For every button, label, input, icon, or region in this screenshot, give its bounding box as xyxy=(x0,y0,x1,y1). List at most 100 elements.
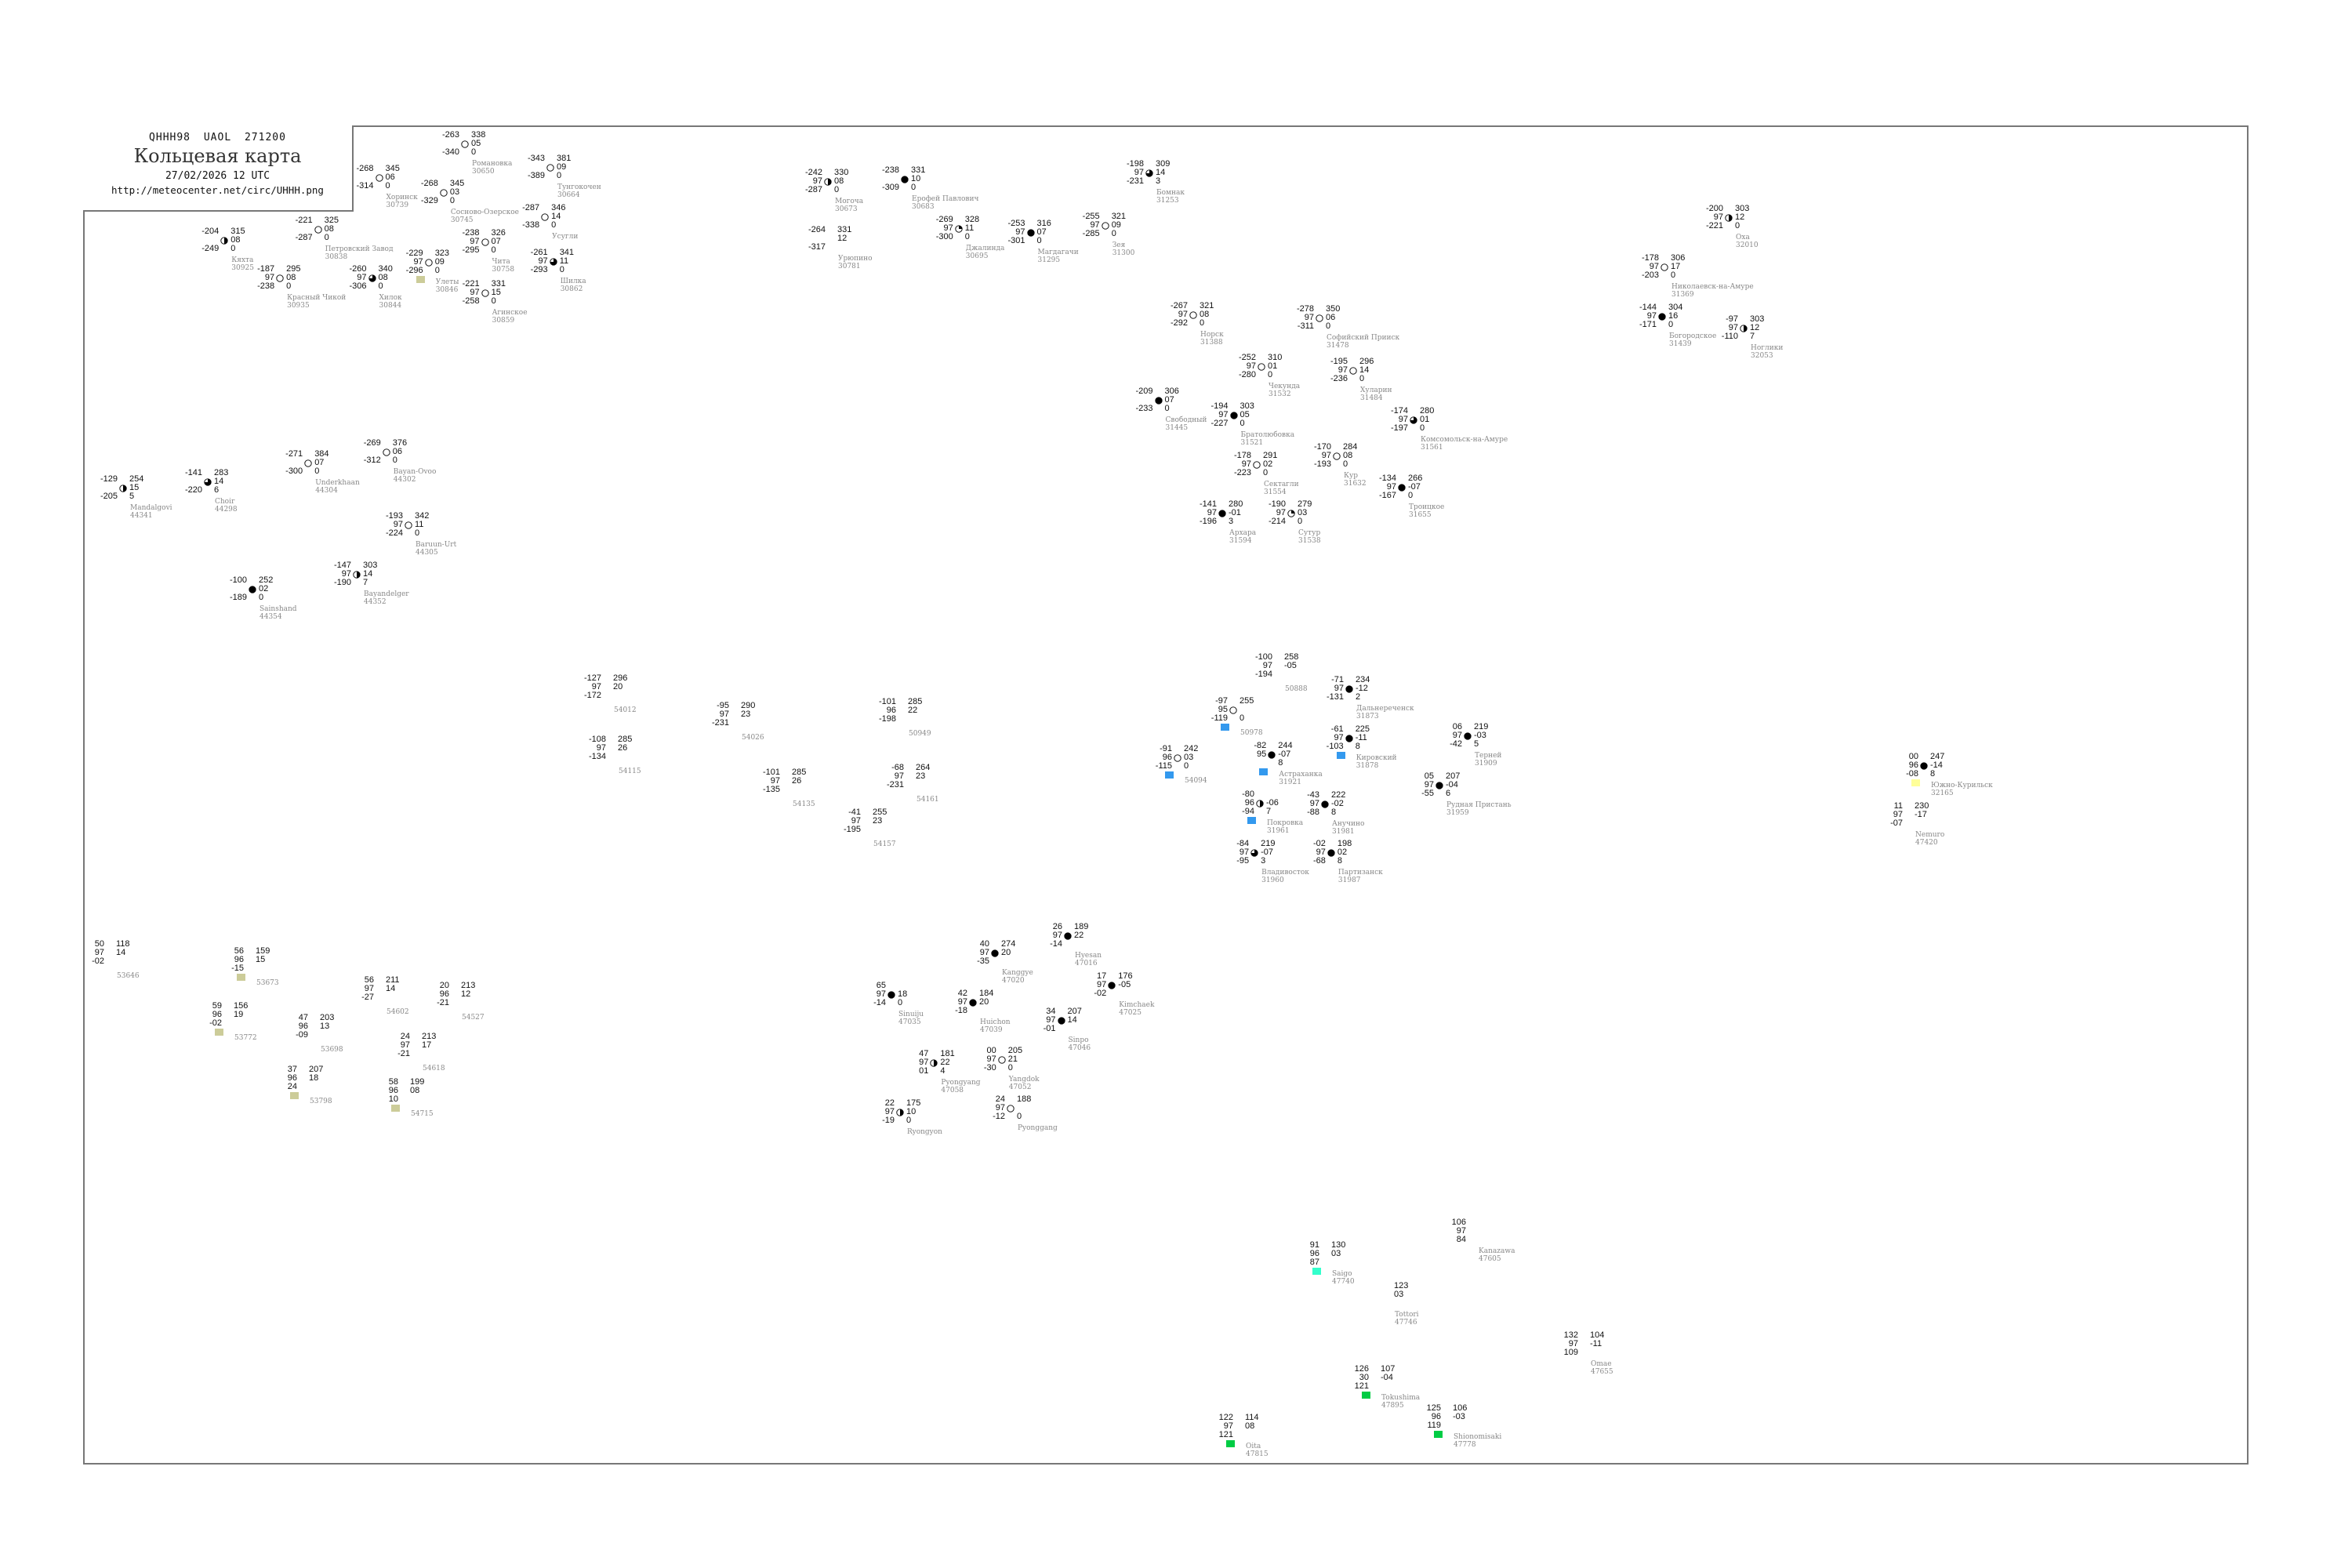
station-value: 09 xyxy=(434,257,445,267)
station-right-values: 225 -11 8 xyxy=(1356,725,1370,751)
station-value: -110 xyxy=(1721,332,1738,341)
station-value: -221 xyxy=(462,279,480,289)
station-label: Усугли xyxy=(552,233,578,241)
station-value: -88 xyxy=(1307,807,1319,817)
station-value: -18 xyxy=(955,1005,967,1015)
station-left-values: 50 97 -02 xyxy=(92,940,104,966)
station-value: 17 xyxy=(1671,261,1681,271)
station-value: 279 xyxy=(1298,499,1312,510)
station-value: 06 xyxy=(1452,721,1462,731)
station-left-values: -343 -389 xyxy=(528,154,545,180)
station-value: 97 xyxy=(1713,212,1723,223)
station-value: 109 xyxy=(1563,1348,1578,1357)
station-value: 24 xyxy=(995,1094,1005,1104)
station-name: Могоча xyxy=(835,198,864,205)
station-value: 08 xyxy=(324,223,334,234)
station-value: -101 xyxy=(762,768,780,777)
station-value: 14 xyxy=(1359,365,1370,375)
station-value xyxy=(116,957,130,966)
station-value: 97 xyxy=(1649,261,1659,271)
station-left-values: 58 96 10 xyxy=(389,1078,398,1104)
station-value: 285 xyxy=(792,768,807,777)
station-index: 47746 xyxy=(1395,1319,1417,1327)
station-right-values: 304 16 0 xyxy=(1668,303,1682,329)
station-value: -07 xyxy=(1890,818,1903,828)
station-left-values: -97 95 -119 xyxy=(1211,697,1228,723)
station-right-values: 188 0 xyxy=(1017,1095,1031,1121)
station-value: -04 xyxy=(1446,779,1458,789)
station-value: -127 xyxy=(583,673,601,683)
station-value: 02 xyxy=(1263,459,1273,469)
station-value: -103 xyxy=(1326,742,1344,751)
station-left-values: -187 97 -238 xyxy=(257,265,274,291)
station-left-values: -82 95 xyxy=(1254,741,1266,768)
station-label: Choir 44298 xyxy=(215,498,238,514)
station-name: Урюпино xyxy=(838,255,873,263)
station-index: 30925 xyxy=(231,264,254,272)
station-value: -108 xyxy=(588,735,606,744)
station-value: -07 xyxy=(1278,749,1291,759)
station-left-values: -174 97 -197 xyxy=(1391,407,1408,433)
station-right-values: 296 20 xyxy=(613,674,627,700)
station-right-values: 213 12 xyxy=(461,982,475,1007)
station-value: -71 xyxy=(1331,675,1344,684)
station-label: Петровский Завод 30838 xyxy=(325,245,394,261)
station-left-values: 65 97 -14 xyxy=(873,982,886,1007)
station-value: 316 xyxy=(1036,219,1051,228)
station-name: Mandalgovi xyxy=(130,504,172,512)
station-value: 09 xyxy=(557,162,567,172)
station-name: Bayandelger xyxy=(364,590,409,598)
station-label: Тунгокочен 30664 xyxy=(557,183,601,199)
station-index: 44304 xyxy=(315,487,338,495)
station-value: -141 xyxy=(184,468,202,477)
station-value: 97 xyxy=(876,989,886,999)
station-name: Oita xyxy=(1246,1443,1261,1450)
station-value: 10 xyxy=(911,174,921,183)
station-value: -295 xyxy=(462,245,480,255)
station-value: 2 xyxy=(1356,692,1361,702)
station-value: -02 xyxy=(1094,989,1107,998)
station-name: Магдагачи xyxy=(1037,249,1079,256)
station-name: Kimchaek xyxy=(1119,1001,1155,1009)
station-index: 31594 xyxy=(1229,537,1252,546)
station-index: 31484 xyxy=(1360,394,1383,402)
station-value: 97 xyxy=(986,1054,996,1064)
station-right-values: 106 -03 xyxy=(1453,1404,1467,1430)
station-index: 54161 xyxy=(916,796,939,804)
cloud-cover-icon xyxy=(1145,169,1153,177)
station-value: 11 xyxy=(964,223,975,233)
station-value: 11 xyxy=(559,256,569,266)
station-label: 50978 xyxy=(1240,729,1263,737)
station-label: Kimchaek 47025 xyxy=(1119,1001,1154,1017)
station-value xyxy=(1915,819,1929,828)
station-value: 59 xyxy=(212,1001,222,1011)
station-value: 345 xyxy=(385,164,400,173)
station-index: 32010 xyxy=(1736,241,1759,250)
station-value: -205 xyxy=(100,492,118,501)
station-value: 96 xyxy=(1309,1249,1319,1258)
station-label: Кяхта 30925 xyxy=(231,256,254,272)
station-left-values: 34 97 -01 xyxy=(1044,1007,1056,1033)
station-label: Сосново-Озерское 30745 xyxy=(451,209,519,224)
station-index: 54026 xyxy=(742,734,764,742)
station-value: 125 xyxy=(1426,1403,1441,1413)
station-value xyxy=(528,163,545,172)
station-value: 20 xyxy=(439,981,449,990)
cloud-cover-icon xyxy=(887,991,895,999)
station-right-values: 350 06 0 xyxy=(1326,304,1340,331)
station-right-values: 323 09 0 xyxy=(435,249,449,275)
station-value: -41 xyxy=(848,808,861,817)
station-value: 8 xyxy=(1355,742,1360,751)
station-value: 30 xyxy=(1359,1373,1369,1382)
station-value: 121 xyxy=(1354,1381,1369,1391)
station-value: 188 xyxy=(1017,1094,1032,1104)
station-value: 310 xyxy=(1268,352,1283,362)
station-value: -269 xyxy=(363,438,381,448)
station-index: 31295 xyxy=(1037,256,1061,264)
station-index: 54157 xyxy=(873,840,896,848)
station-value: -197 xyxy=(1390,423,1408,433)
station-value: -194 xyxy=(1254,670,1272,679)
station-value: 11 xyxy=(415,520,424,529)
station-label: Хоринск 30739 xyxy=(387,194,418,209)
station-label: Sinpo 47046 xyxy=(1069,1036,1091,1052)
